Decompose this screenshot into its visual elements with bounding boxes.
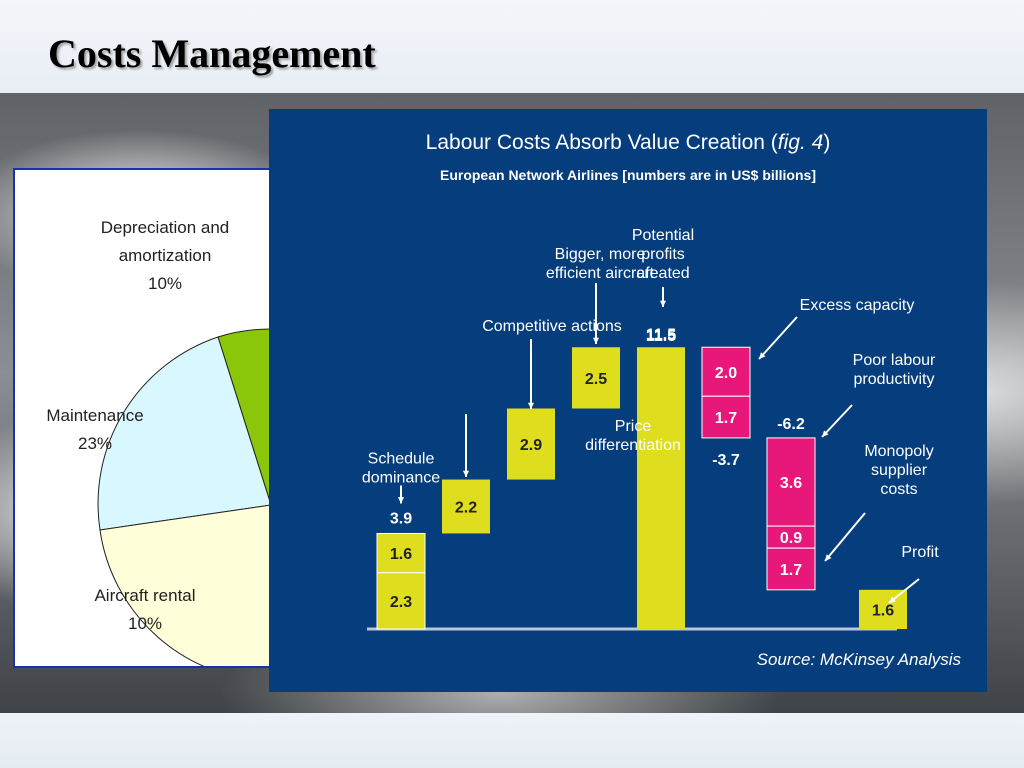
bar-6-total-label: -6.2: [777, 416, 805, 433]
bar-6-category-label: Poor labour productivity: [853, 352, 936, 388]
bar-8: [859, 589, 907, 629]
bar-2-arrow-head: [527, 402, 535, 409]
bar-1-value-label: 2.2: [455, 500, 477, 517]
pie-slice-maintenance: [97, 336, 272, 531]
slide-title: Costs Management: [48, 31, 376, 76]
bar-4-category-label: Potential profits created: [632, 227, 694, 282]
bar-5-segment-0-label: 2.0: [715, 365, 737, 382]
bar-7-arrow: [824, 512, 866, 562]
bar-0-arrow-head: [397, 497, 405, 504]
bar-0-segment-1-label: 1.6: [390, 546, 412, 563]
waterfall-chart-panel: Labour Costs Absorb Value Creation (fig.…: [269, 109, 987, 692]
bar-3-category-label: Bigger, more efficient aircraft: [546, 246, 655, 282]
pie-label-aircraft-rental: Aircraft rental 10%: [94, 586, 196, 633]
bar-4: [637, 347, 685, 629]
bar-1-category-label: Price differentiation: [585, 418, 681, 454]
bar-4-total-label: 11.5: [646, 328, 676, 345]
bar-8-arrow-head: [889, 596, 896, 603]
bar-2: [507, 408, 555, 480]
bar-4-value-label: 11.5: [646, 326, 676, 343]
bar-1: [442, 479, 490, 534]
bar-0-total-label: 3.9: [390, 510, 412, 527]
bar-4-arrow-head: [659, 300, 667, 307]
bar-5-arrow: [758, 316, 798, 360]
chart-source: Source: McKinsey Analysis: [756, 650, 961, 669]
pie-label-maintenance: Maintenance 23%: [46, 406, 144, 453]
bar-8-category-label: Profit: [901, 544, 939, 561]
bar-7-arrow-head: [825, 554, 832, 561]
bar-3-arrow-head: [592, 337, 600, 344]
bar-8-value-label: 1.6: [872, 602, 894, 619]
pie-label-depreciation: Depreciation and amortization 10%: [100, 218, 230, 293]
bar-5-arrow-head: [759, 352, 766, 359]
bar-6-segment-1-label: 0.9: [780, 530, 802, 547]
chart-title: Labour Costs Absorb Value Creation (fig.…: [425, 131, 831, 154]
bar-6-arrow-head: [822, 430, 829, 437]
bar-0-segment-0-label: 2.3: [390, 594, 412, 611]
bar-6-segment-2-label: 1.7: [780, 562, 802, 579]
bar-5-segment-1-label: 1.7: [715, 410, 737, 427]
bar-5-category-label: Excess capacity: [800, 297, 915, 314]
pie-chart-panel: Depreciation and amortization 10% Mainte…: [13, 168, 313, 682]
bar-6-segment-0: [766, 437, 816, 527]
bar-6-arrow: [821, 404, 853, 438]
bar-6-segment-0-label: 3.6: [780, 475, 802, 492]
bar-3-value-label: 2.5: [585, 371, 607, 388]
waterfall-chart: 2.3 1.6 3.9 Schedule dominance 2.2 2.9 2.5 11.5 2…: [362, 227, 939, 631]
bar-8-arrow: [888, 578, 920, 604]
bar-5-segment-1: [701, 395, 751, 439]
bar-5-total-label: -3.7: [712, 452, 740, 469]
background-sky: [0, 713, 1024, 768]
chart-subtitle: European Network Airlines [numbers are i…: [439, 167, 816, 183]
bar-1-arrow-head: [462, 470, 470, 477]
bar-3: [572, 347, 620, 409]
bar-2-value-label: 2.9: [520, 437, 542, 454]
bar-0-category-label: Schedule dominance: [362, 450, 440, 486]
bar-7-category-label: Monopoly supplier costs: [864, 443, 933, 498]
bar-0-segment-1: [376, 532, 426, 574]
bar-2-category-label: Competitive actions: [482, 318, 622, 335]
bar-6-segment-2: [766, 547, 816, 591]
